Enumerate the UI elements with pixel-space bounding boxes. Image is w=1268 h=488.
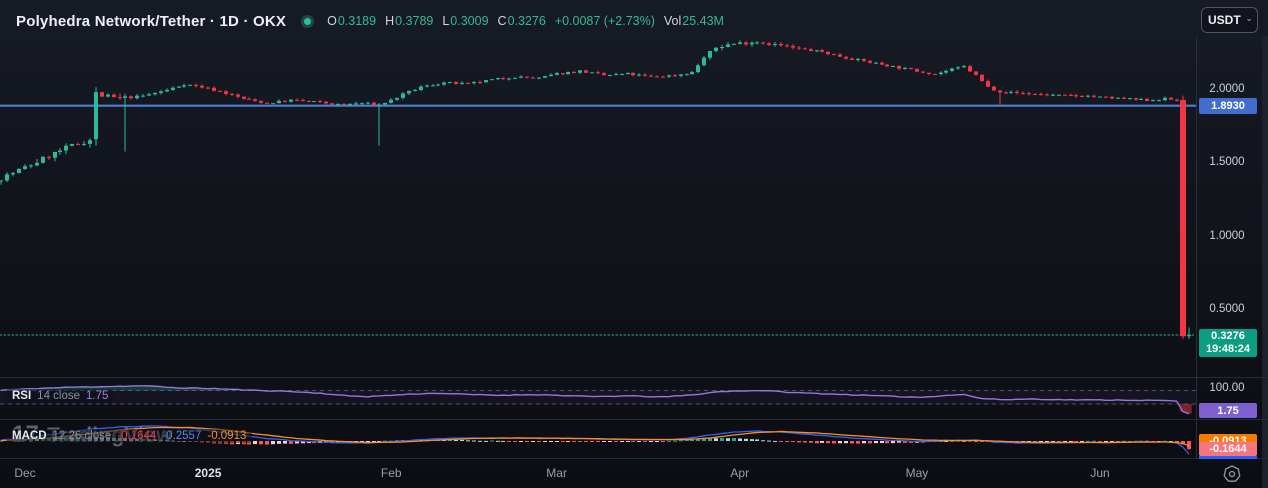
price-tick: 1.5000 (1209, 156, 1245, 169)
price-line-badge: 1.8930 (1199, 97, 1257, 114)
price-tick: 2.0000 (1209, 83, 1245, 95)
symbol-title[interactable]: Polyhedra Network/Tether · 1D · OKX (16, 12, 287, 30)
close-key: C (497, 14, 507, 28)
time-label-apr: Apr (730, 466, 750, 480)
macd-hist-badge: -0.1644 (1199, 442, 1257, 457)
change-value: +0.0087 (+2.73%) (554, 14, 655, 28)
macd-line-value: -0.2557 (162, 430, 202, 442)
last-price-value: 0.3276 (1211, 330, 1245, 342)
pane-separator-macd[interactable] (0, 419, 1268, 420)
rsi-name: RSI (12, 390, 32, 402)
market-status-icon (301, 14, 315, 28)
price-tick: 1.0000 (1209, 229, 1245, 242)
macd-line-badge-clipped (1199, 455, 1257, 459)
time-axis-separator (0, 458, 1268, 459)
price-tick: 0.5000 (1209, 302, 1245, 315)
high-value: 0.3789 (395, 14, 434, 28)
time-label-jun: Jun (1090, 466, 1110, 480)
time-label-mar: Mar (546, 466, 567, 480)
volume-value: 25.43M (682, 14, 724, 28)
rsi-tick: 100.00 (1209, 382, 1245, 395)
chevron-down-icon (1246, 18, 1251, 22)
chart-header: Polyhedra Network/Tether · 1D · OKX O 0.3… (16, 9, 724, 33)
open-key: O (327, 14, 337, 28)
currency-label: USDT (1208, 13, 1241, 27)
currency-dropdown[interactable]: USDT (1201, 7, 1258, 33)
rsi-legend[interactable]: RSI 14 close 1.75 (6, 389, 115, 403)
time-label-feb: Feb (380, 466, 402, 480)
last-price-badge: 0.3276 19:48:24 (1199, 329, 1257, 357)
high-key: H (385, 14, 395, 28)
open-value: 0.3189 (337, 14, 377, 28)
close-value: 0.3276 (507, 14, 546, 28)
macd-hist-value: -0.1644 (117, 430, 157, 442)
bar-countdown: 19:48:24 (1205, 343, 1251, 355)
rsi-params: 14 close (37, 390, 81, 402)
right-strip (1262, 36, 1268, 488)
macd-legend[interactable]: MACD 12 26 close -0.1644 -0.2557 -0.0913 (6, 429, 253, 443)
time-label-2025: 2025 (194, 466, 222, 480)
macd-params: 12 26 close (52, 430, 112, 442)
time-label-dec: Dec (14, 466, 36, 480)
ohlc-legend: O 0.3189 H 0.3789 L 0.3009 C 0.3276 +0.0087 … (327, 14, 724, 28)
time-axis[interactable]: Dec 2025 Feb Mar Apr May Jun (0, 459, 1268, 488)
price-chart-canvas[interactable] (0, 0, 1268, 458)
settings-icon[interactable] (1220, 462, 1244, 486)
pane-separator-rsi[interactable] (0, 377, 1268, 378)
low-key: L (442, 14, 450, 28)
price-axis-separator (1196, 36, 1197, 458)
macd-signal-value: -0.0913 (207, 430, 247, 442)
rsi-value-badge: 1.75 (1199, 403, 1257, 418)
low-value: 0.3009 (450, 14, 489, 28)
macd-name: MACD (12, 430, 47, 442)
rsi-value: 1.75 (86, 390, 109, 402)
time-label-may: May (905, 466, 929, 480)
volume-key: Vol (663, 14, 682, 28)
